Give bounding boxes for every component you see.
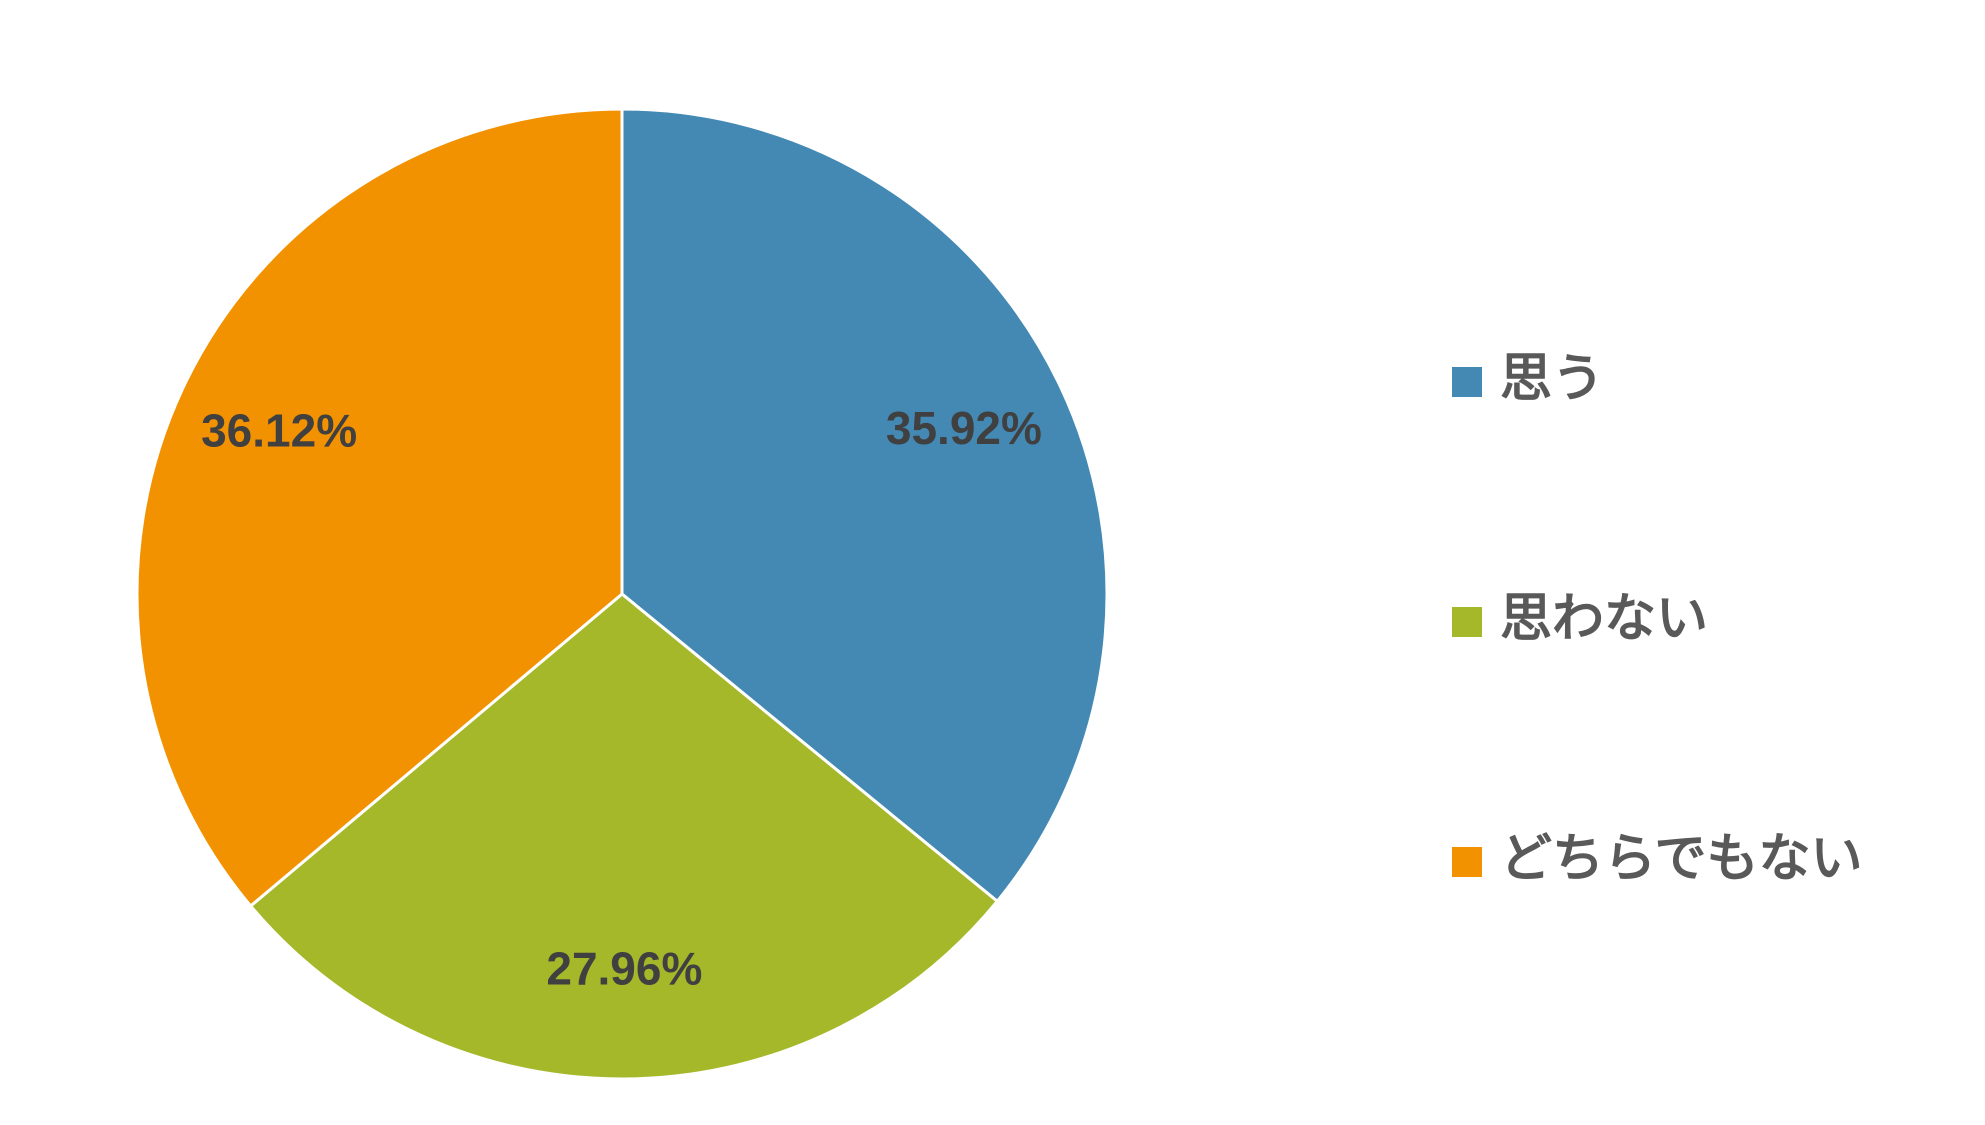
value-label: 27.96%	[546, 942, 702, 994]
pie-slice	[248, 592, 1000, 1081]
pie-slice	[135, 107, 624, 909]
legend-label: どちらでもない	[1500, 829, 1862, 889]
legend-swatch	[1452, 607, 1482, 637]
value-label: 36.12%	[201, 404, 357, 456]
pie-slice	[620, 107, 1109, 904]
value-label: 35.92%	[886, 402, 1042, 454]
legend-label: 思う	[1500, 349, 1604, 409]
legend-label: 思わない	[1500, 589, 1708, 649]
legend-swatch	[1452, 847, 1482, 877]
legend-swatch	[1452, 367, 1482, 397]
